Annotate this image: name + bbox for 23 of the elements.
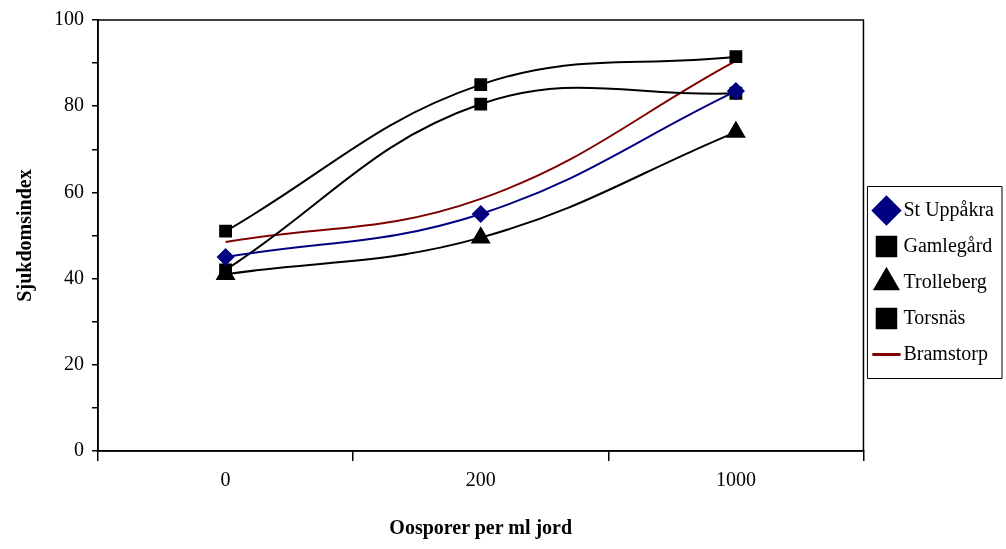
y-axis-title: Sjukdomsindex xyxy=(13,169,37,302)
legend-label: Gamlegård xyxy=(903,233,993,257)
point xyxy=(474,97,488,111)
legend-label: St Uppåkra xyxy=(903,197,995,221)
x-tick-label: 0 xyxy=(220,468,231,491)
y-tick-label: 100 xyxy=(54,7,84,30)
point xyxy=(471,205,490,223)
y-tick-label: 60 xyxy=(64,179,84,202)
x-axis-title: Oosporer per ml jord xyxy=(389,516,573,540)
point xyxy=(216,248,235,266)
point xyxy=(474,78,488,92)
x-tick-label: 200 xyxy=(465,468,496,491)
y-tick-label: 80 xyxy=(64,93,84,116)
y-tick-label: 0 xyxy=(74,438,84,461)
legend-label: Torsnäs xyxy=(903,305,966,328)
legend-label: Bramstorp xyxy=(903,341,988,365)
point xyxy=(727,82,745,100)
x-tick-label: 1000 xyxy=(715,468,756,491)
point xyxy=(219,224,232,238)
y-tick-label: 40 xyxy=(64,265,84,288)
y-tick-label: 20 xyxy=(64,352,84,375)
point xyxy=(729,50,743,64)
legend-label: Trolleberg xyxy=(903,269,987,293)
